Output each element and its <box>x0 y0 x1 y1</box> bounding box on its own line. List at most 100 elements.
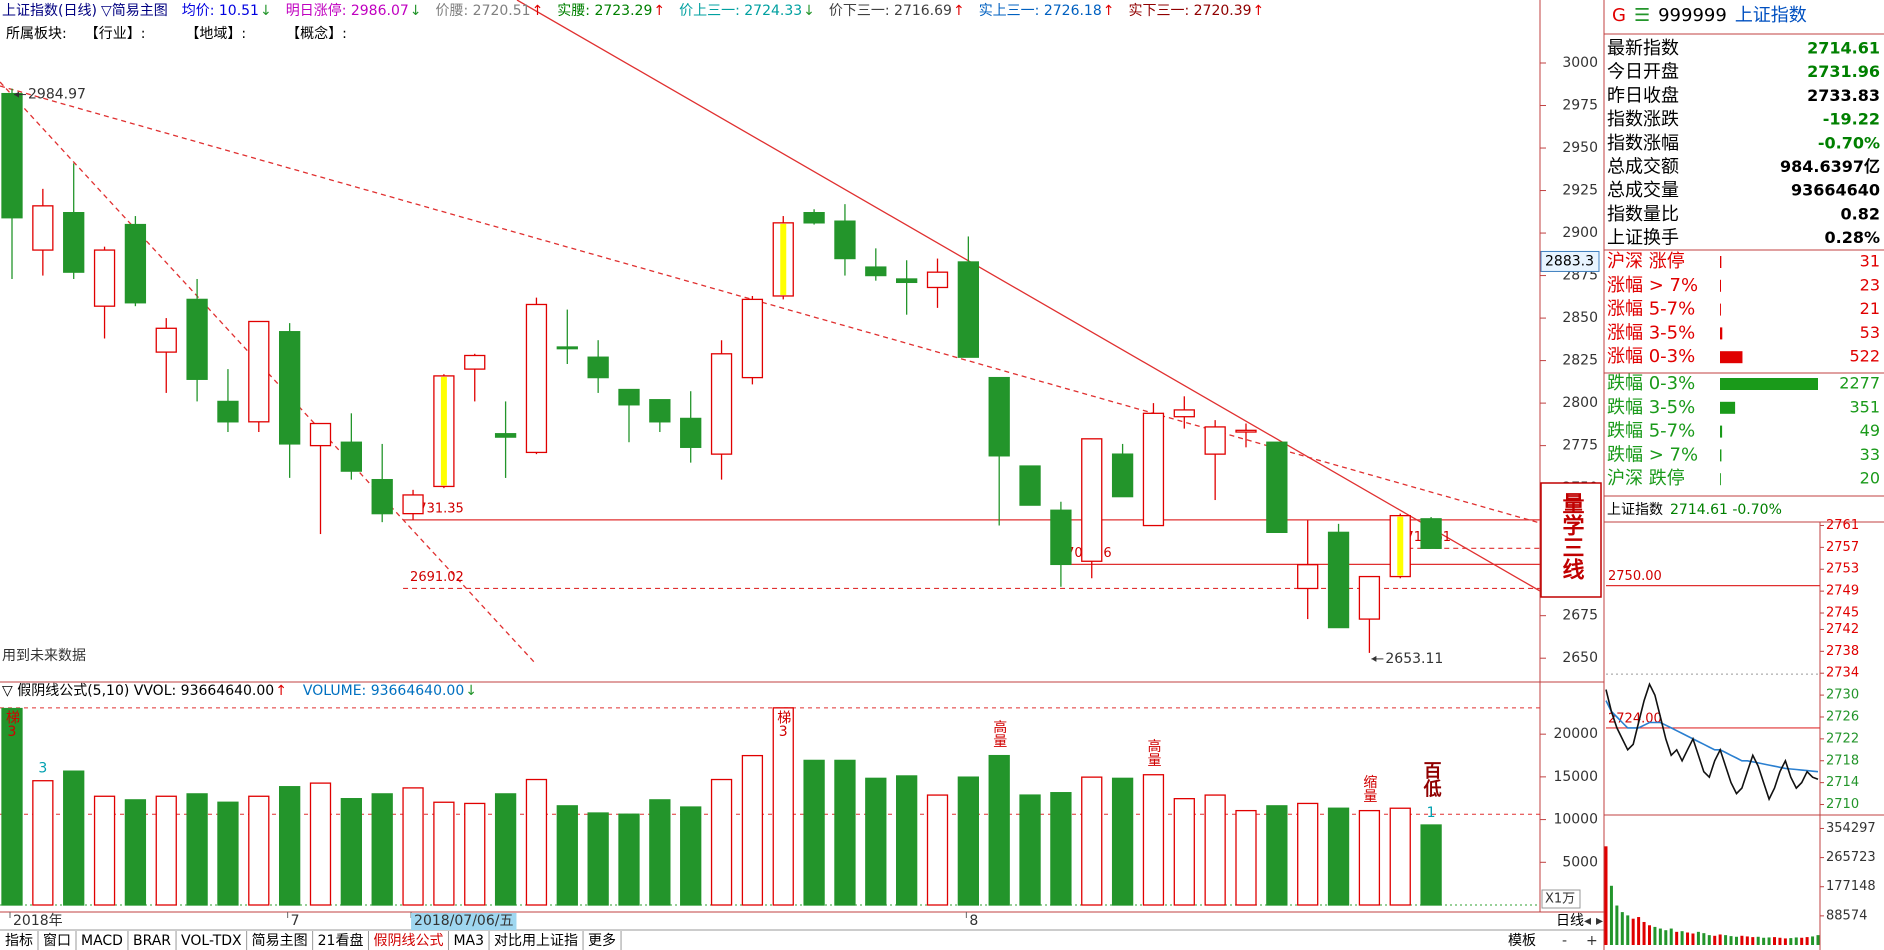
unit-box <box>1541 889 1581 909</box>
volume-bar <box>124 799 147 906</box>
volume-bar <box>1327 807 1350 906</box>
candle-body <box>248 320 270 423</box>
y-tick-label: 2675 <box>1562 608 1598 624</box>
volume-bar <box>93 795 116 906</box>
pointer-head <box>14 91 19 98</box>
candle-body <box>1111 453 1134 498</box>
candle-body <box>340 441 363 472</box>
point-label: 2653.11 <box>1385 651 1443 667</box>
nav-button[interactable]: + <box>1586 933 1598 949</box>
indicator: 价腰: 2720.51 <box>436 3 531 19</box>
stat-value: -0.70% <box>1818 133 1880 152</box>
volume-bar <box>371 793 393 906</box>
tab[interactable]: MA3 <box>453 933 484 949</box>
breadth-label: 跌幅 0-3% <box>1607 373 1695 394</box>
quote-menu: ☰ <box>1634 5 1650 26</box>
candle-body <box>1050 509 1072 566</box>
mini-volume-bar <box>1773 937 1777 945</box>
tab[interactable]: 21看盘 <box>318 932 364 949</box>
candle-body <box>741 298 764 379</box>
volume-bar <box>340 798 363 906</box>
candle-body <box>1420 518 1442 549</box>
mini-volume-bar <box>1805 937 1809 945</box>
candle-body <box>124 223 147 304</box>
breadth-bar <box>1720 256 1722 268</box>
volume-bar <box>896 775 918 906</box>
stat-value: 2731.96 <box>1807 62 1880 81</box>
y-tick-label: 2718 <box>1826 753 1859 768</box>
y-tick-label: 15000 <box>1553 769 1598 785</box>
mini-volume-bar <box>1811 936 1815 945</box>
volume-header: VOLUME: 93664640.00 <box>303 683 464 699</box>
y-tick-label: 2734 <box>1826 666 1859 681</box>
candle-body <box>464 354 486 370</box>
tab[interactable]: 假阴线公式 <box>373 933 443 949</box>
candle-body <box>1019 465 1041 506</box>
candle-body <box>680 417 702 448</box>
breadth-label: 涨幅 3-5% <box>1607 322 1695 343</box>
quote-code: 999999 <box>1658 5 1727 26</box>
template-button[interactable]: 模板 <box>1508 933 1536 949</box>
mini-volume-bar <box>1631 918 1635 945</box>
stat-label: 指数涨幅 <box>1607 133 1679 154</box>
mini-volume-bar <box>1637 917 1641 945</box>
y-tick-label: 2925 <box>1562 183 1598 199</box>
y-tick-label: 88574 <box>1826 908 1867 923</box>
level-label: 2691.02 <box>410 570 464 585</box>
volume-note: 1 <box>1423 805 1439 821</box>
mini-volume-bar <box>1800 937 1804 945</box>
trend-line <box>516 0 1541 592</box>
mini-volume-bar <box>1783 938 1787 945</box>
tab[interactable]: 更多 <box>588 932 616 949</box>
candle-body <box>896 278 918 284</box>
indicator-arrow: ↑ <box>953 3 965 19</box>
indicator-arrow: ↑ <box>532 3 544 19</box>
future-note: 用到未来数据 <box>2 648 86 664</box>
mini-volume-bar <box>1675 931 1679 945</box>
tab[interactable]: 简易主图 <box>252 932 308 949</box>
mini-volume-bar <box>1620 912 1624 945</box>
volume-bar <box>1235 809 1257 906</box>
volume-bar <box>309 782 332 906</box>
volume-bar <box>1204 794 1226 906</box>
candle-body <box>1204 426 1226 455</box>
tab[interactable]: MACD <box>81 933 123 949</box>
candle-body <box>710 353 733 455</box>
breadth-label: 涨幅 0-3% <box>1607 346 1695 367</box>
tab[interactable]: 对比用上证指 <box>494 933 578 949</box>
nav-button[interactable]: ▸ <box>1596 913 1603 929</box>
volume-bar <box>1173 798 1195 906</box>
mini-volume-bar <box>1718 934 1722 945</box>
volume-bar <box>1142 774 1165 906</box>
trend-line <box>0 81 536 664</box>
mini-volume-bar <box>1778 937 1782 945</box>
candle-body <box>926 271 949 289</box>
tab[interactable]: VOL-TDX <box>181 933 242 949</box>
tab[interactable]: 指标 <box>5 933 33 949</box>
breadth-value: 21 <box>1860 299 1880 318</box>
nav-button[interactable]: - <box>1562 933 1567 949</box>
sector-label: 【概念】: <box>286 25 347 42</box>
sector-label: 【地域】: <box>185 26 246 42</box>
indicator: 均价: 10.51 <box>182 3 259 19</box>
breadth-value: 351 <box>1849 397 1880 416</box>
candle-body <box>957 261 979 358</box>
candle-body <box>865 266 887 277</box>
mini-volume-bar <box>1740 935 1744 945</box>
volume-bar <box>32 780 54 906</box>
mini-volume-bar <box>1609 885 1613 945</box>
candle-body <box>834 220 856 260</box>
y-tick-label: 2714 <box>1826 775 1859 790</box>
breadth-label: 涨幅 > 7% <box>1607 275 1698 296</box>
quote-name: 上证指数 <box>1735 5 1807 26</box>
breadth-bar <box>1720 351 1743 364</box>
y-tick-label: 10000 <box>1553 812 1598 828</box>
breadth-label: 跌幅 5-7% <box>1607 421 1695 442</box>
stat-value: 93664640 <box>1791 181 1880 200</box>
nav-button[interactable]: ◂ <box>1584 913 1591 929</box>
tab[interactable]: BRAR <box>133 933 171 949</box>
mini-volume-bar <box>1615 905 1619 945</box>
candle-body <box>93 249 116 307</box>
candle-body <box>1 92 23 219</box>
tab[interactable]: 窗口 <box>43 932 71 949</box>
